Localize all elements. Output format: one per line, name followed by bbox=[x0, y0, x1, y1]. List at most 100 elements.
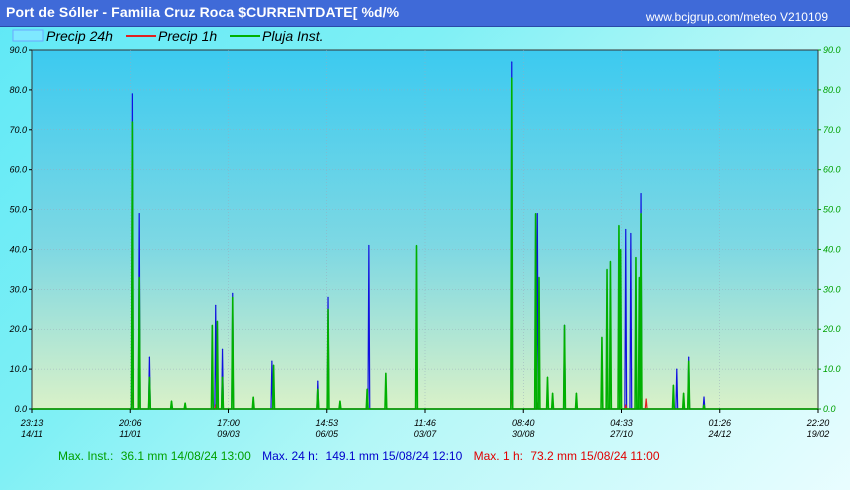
x-tick-time: 08:40 bbox=[512, 418, 535, 428]
data-point bbox=[138, 212, 140, 215]
data-point bbox=[625, 404, 627, 406]
data-point bbox=[511, 61, 513, 63]
data-point bbox=[672, 384, 674, 386]
x-tick-time: 20:06 bbox=[118, 418, 142, 428]
data-point bbox=[606, 268, 608, 270]
data-point bbox=[676, 368, 678, 370]
data-point bbox=[703, 404, 705, 406]
data-point bbox=[221, 376, 224, 378]
data-point bbox=[511, 77, 513, 79]
x-tick-time: 14:53 bbox=[315, 418, 338, 428]
x-tick-date: 09/03 bbox=[217, 429, 240, 439]
x-tick-time: 01:26 bbox=[708, 418, 731, 428]
x-tick-date: 27/10 bbox=[609, 429, 633, 439]
stat-max-24h-value: 149.1 mm 15/08/24 12:10 bbox=[325, 449, 463, 463]
y-tick-label: 80.0 bbox=[9, 85, 27, 95]
data-point bbox=[645, 398, 647, 400]
x-tick-date: 11/01 bbox=[119, 429, 141, 439]
legend: Precip 24h Precip 1h Pluja Inst. bbox=[12, 28, 323, 44]
x-tick-time: 23:13 bbox=[20, 418, 44, 428]
data-point bbox=[682, 392, 685, 394]
data-point bbox=[638, 276, 640, 278]
grid-lines bbox=[32, 50, 818, 409]
y-tick-label: 30.0 bbox=[9, 284, 27, 294]
data-point bbox=[609, 260, 612, 263]
data-point bbox=[640, 193, 642, 195]
data-point bbox=[601, 336, 603, 338]
y-tick-label-right: 60.0 bbox=[823, 165, 841, 175]
y-tick-label-right: 80.0 bbox=[823, 85, 841, 95]
x-tick-time: 11:46 bbox=[414, 418, 436, 428]
x-tick-date: 06/05 bbox=[315, 429, 339, 439]
stats-footer: Max. Inst.: 36.1 mm 14/08/24 13:00 Max. … bbox=[58, 449, 668, 463]
data-point bbox=[138, 276, 140, 278]
data-point bbox=[703, 396, 705, 398]
data-point bbox=[148, 376, 150, 378]
data-point bbox=[317, 388, 319, 390]
page-title: Port de Sóller - Familia Cruz Roca $CURR… bbox=[6, 4, 400, 20]
axis-labels: 0.0 0.0 10.0 10.0 20.0 20.0 30.0 30.0 40.0 40.0 50… bbox=[8, 45, 840, 439]
x-tick-date: 03/07 bbox=[414, 429, 438, 439]
data-point bbox=[536, 212, 538, 215]
y-tick-label: 90.0 bbox=[9, 45, 27, 55]
data-point bbox=[327, 296, 329, 298]
legend-label-precip-24h: Precip 24h bbox=[46, 28, 113, 44]
y-tick-label: 20.0 bbox=[8, 324, 27, 334]
x-tick-date: 30/08 bbox=[512, 429, 535, 439]
data-point bbox=[534, 212, 537, 215]
y-tick-label-right: 90.0 bbox=[823, 45, 841, 55]
data-point bbox=[563, 324, 566, 326]
data-point bbox=[415, 244, 418, 247]
site-url: www.bcjgrup.com/meteo V210109 bbox=[645, 10, 828, 24]
data-point bbox=[216, 320, 219, 322]
y-tick-label-right: 20.0 bbox=[822, 324, 841, 334]
data-point bbox=[131, 121, 133, 123]
x-tick-time: 04:33 bbox=[610, 418, 633, 428]
data-point bbox=[272, 364, 275, 366]
data-point bbox=[551, 392, 554, 394]
data-point bbox=[221, 348, 224, 350]
data-point bbox=[688, 356, 690, 358]
y-tick-label: 70.0 bbox=[9, 125, 27, 135]
data-point bbox=[538, 276, 540, 278]
x-tick-date: 24/12 bbox=[707, 429, 731, 439]
data-point bbox=[625, 228, 627, 231]
data-point bbox=[368, 244, 370, 247]
data-point bbox=[131, 93, 133, 95]
data-point bbox=[620, 248, 622, 251]
data-point bbox=[211, 324, 213, 326]
legend-label-precip-1h: Precip 1h bbox=[158, 28, 217, 44]
data-point bbox=[232, 292, 234, 294]
stat-max-inst: Max. Inst.: 36.1 mm 14/08/24 13:00 bbox=[58, 449, 258, 463]
data-point bbox=[366, 388, 368, 390]
stat-max-1h-label: Max. 1 h: bbox=[473, 449, 523, 463]
data-point bbox=[215, 304, 217, 306]
y-tick-label-right: 10.0 bbox=[823, 364, 841, 374]
legend-label-pluja-inst: Pluja Inst. bbox=[262, 28, 323, 44]
stat-max-1h-value: 73.2 mm 15/08/24 11:00 bbox=[530, 449, 660, 463]
data-point bbox=[385, 372, 387, 374]
data-point bbox=[546, 376, 549, 378]
x-tick-date: 19/02 bbox=[807, 429, 830, 439]
y-tick-label-right: 70.0 bbox=[823, 125, 841, 135]
data-point bbox=[575, 392, 578, 394]
y-tick-label-right: 30.0 bbox=[823, 284, 841, 294]
data-point bbox=[327, 308, 329, 310]
data-point bbox=[184, 402, 186, 404]
data-point bbox=[252, 396, 254, 398]
data-point bbox=[635, 256, 637, 259]
x-tick-date: 14/11 bbox=[21, 429, 43, 439]
data-point bbox=[339, 400, 341, 402]
data-point bbox=[148, 356, 150, 358]
y-tick-label: 60.0 bbox=[9, 165, 27, 175]
y-tick-label-right: 0.0 bbox=[823, 404, 836, 414]
stat-max-inst-value: 36.1 mm 14/08/24 13:00 bbox=[120, 449, 251, 463]
x-tick-time: 17:00 bbox=[217, 418, 240, 428]
stat-max-1h: Max. 1 h: 73.2 mm 15/08/24 11:00 bbox=[474, 449, 664, 463]
y-tick-label: 40.0 bbox=[9, 244, 27, 254]
data-point bbox=[317, 380, 319, 382]
x-tick-time: 22:20 bbox=[806, 418, 830, 428]
legend-swatch-precip-24h bbox=[12, 29, 44, 42]
y-tick-label: 50.0 bbox=[9, 205, 27, 215]
